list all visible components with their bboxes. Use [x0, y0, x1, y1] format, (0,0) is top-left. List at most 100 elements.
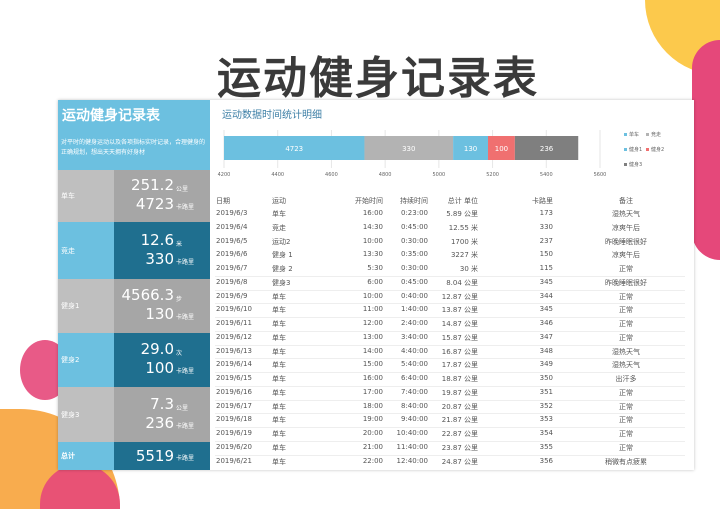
legend-marker — [624, 148, 627, 151]
cell-activity: 单车 — [272, 347, 286, 356]
cell-start: 17:00 — [362, 387, 383, 396]
legend-marker — [624, 163, 627, 166]
cell-total: 14.87 公里 — [441, 320, 478, 328]
cell-start: 21:00 — [362, 442, 383, 451]
cell-notes: 湿热天气 — [612, 347, 640, 356]
detail-panel: 运动数据时间统计明细 4200 4400 4600 4800 5000 5200 5400 5… — [210, 100, 694, 470]
cell-date: 2019/6/4 — [216, 222, 248, 231]
summary-amount-unit: 次 — [176, 350, 183, 357]
x-tick-label: 5000 — [432, 172, 445, 178]
summary-values: 251.2 公里 4723 卡路里 — [114, 170, 210, 222]
cell-notes: 稍微有点疲累 — [605, 457, 647, 466]
cell-date: 2019/6/3 — [216, 209, 248, 217]
summary-calories: 236 — [145, 413, 174, 432]
summary-amount-unit: 步 — [176, 296, 183, 303]
cell-duration: 0:30:00 — [401, 264, 428, 272]
bar-segment — [364, 136, 454, 160]
cell-calories: 355 — [539, 442, 553, 451]
cell-notes: 凉爽午后 — [612, 251, 640, 260]
cell-duration: 12:40:00 — [396, 456, 428, 465]
bar-data-label: 100 — [495, 145, 508, 153]
cell-activity: 单车 — [272, 430, 286, 438]
cell-calories: 330 — [539, 222, 553, 231]
cell-total: 16.87 公里 — [441, 347, 478, 356]
summary-row: 单车 251.2 公里 4723 卡路里 — [58, 170, 210, 222]
x-tick-label: 4400 — [271, 172, 284, 178]
total-calories: 5519 — [135, 447, 174, 465]
cell-total: 15.87 公里 — [441, 333, 478, 342]
x-tick-label: 5200 — [486, 172, 499, 178]
cell-notes: 正常 — [619, 320, 633, 328]
bar-data-label: 130 — [464, 145, 477, 153]
cell-notes: 昨晚睡眠很好 — [605, 237, 647, 246]
cell-total: 3227 米 — [450, 251, 478, 260]
summary-calories: 100 — [145, 359, 174, 377]
summary-label: 健身2 — [58, 333, 114, 387]
cell-duration: 3:40:00 — [401, 332, 428, 341]
row-divider — [215, 440, 685, 442]
cell-start: 12:00 — [362, 319, 383, 327]
legend-marker — [646, 133, 649, 136]
cell-duration: 11:40:00 — [396, 442, 428, 451]
summary-row: 健身1 4566.3 步 130 卡路里 — [58, 279, 210, 333]
cell-total: 13.87 公里 — [441, 306, 478, 315]
row-divider — [215, 454, 685, 456]
cell-calories: 237 — [539, 236, 553, 245]
cell-date: 2019/6/12 — [216, 332, 252, 341]
cell-total: 22.87 公里 — [441, 430, 478, 438]
cell-total: 20.87 公里 — [441, 402, 478, 411]
cell-date: 2019/6/7 — [216, 264, 248, 272]
cell-notes: 湿热天气 — [612, 210, 640, 218]
cell-start: 14:30 — [362, 222, 383, 231]
cell-start: 10:00 — [362, 291, 383, 300]
cell-notes: 正常 — [619, 388, 633, 397]
cell-calories: 115 — [539, 264, 553, 272]
cell-activity: 单车 — [272, 292, 286, 301]
header-calories: 卡路里 — [532, 197, 553, 205]
cell-start: 20:00 — [362, 429, 383, 437]
row-divider — [215, 427, 685, 428]
row-divider — [215, 289, 685, 291]
cell-total: 17.87 公里 — [441, 361, 478, 370]
header-notes: 备注 — [619, 197, 633, 205]
legend-label: 健身2 — [651, 146, 664, 153]
header-total: 总计 单位 — [447, 197, 478, 205]
bar-segment — [514, 136, 579, 160]
cell-total: 12.87 公里 — [441, 292, 478, 301]
cell-calories: 345 — [539, 305, 553, 314]
summary-row: 健身3 7.3 公里 236 卡路里 — [58, 387, 210, 442]
row-divider — [215, 358, 685, 360]
summary-amount: 4566.3 — [121, 286, 175, 304]
cell-calories: 346 — [539, 319, 553, 327]
cell-date: 2019/6/19 — [216, 429, 252, 437]
cell-total: 30 米 — [459, 265, 478, 273]
legend-label: 单车 — [629, 131, 639, 138]
cell-date: 2019/6/16 — [216, 387, 252, 396]
cell-activity: 单车 — [272, 402, 286, 411]
summary-values: 4566.3 步 130 卡路里 — [114, 279, 210, 333]
row-divider — [215, 413, 685, 415]
cell-calories: 348 — [539, 346, 553, 355]
cell-date: 2019/6/6 — [216, 250, 248, 259]
cell-start: 18:00 — [362, 401, 383, 410]
cell-date: 2019/6/13 — [216, 346, 252, 355]
summary-amount-unit: 米 — [176, 240, 183, 248]
cell-total: 23.87 公里 — [441, 443, 478, 452]
cell-date: 2019/6/9 — [216, 291, 248, 300]
cell-date: 2019/6/10 — [216, 305, 252, 314]
bar-data-label: 330 — [402, 145, 415, 153]
cell-calories: 352 — [539, 401, 553, 410]
summary-panel: 运动健身记录表 对平时的健身运动以及各项指标实时记录，合理健身的正确规划，想出天… — [58, 100, 210, 470]
bar-segment — [453, 136, 489, 160]
row-divider — [215, 303, 685, 305]
summary-calories-unit: 卡路里 — [176, 314, 195, 321]
summary-row: 竞走 12.6 米 330 卡路里 — [58, 222, 210, 279]
cell-notes: 正常 — [619, 265, 633, 273]
summary-label: 单车 — [58, 170, 114, 222]
summary-calories: 330 — [145, 249, 174, 268]
cell-start: 22:00 — [362, 456, 383, 465]
cell-activity: 健身3 — [272, 278, 291, 287]
cell-calories: 353 — [539, 415, 553, 424]
cell-date: 2019/6/8 — [216, 277, 248, 286]
summary-amount: 29.0 — [140, 340, 174, 358]
